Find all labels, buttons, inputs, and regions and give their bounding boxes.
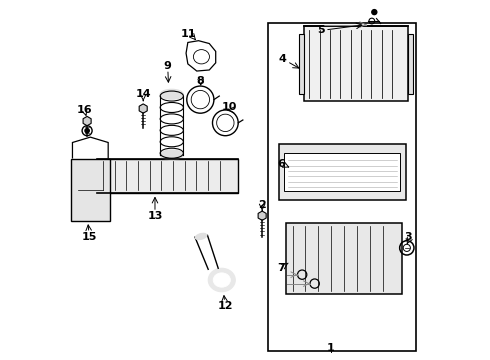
Polygon shape xyxy=(258,211,266,220)
Bar xyxy=(97,158,238,193)
Text: 2: 2 xyxy=(258,200,266,210)
Circle shape xyxy=(85,129,89,133)
Bar xyxy=(71,158,110,221)
Bar xyxy=(304,26,408,102)
Bar xyxy=(279,144,406,200)
Text: 5: 5 xyxy=(317,25,324,35)
Text: 7: 7 xyxy=(277,262,285,273)
Bar xyxy=(286,223,402,294)
Text: 13: 13 xyxy=(147,211,163,221)
Bar xyxy=(284,153,400,191)
Text: 6: 6 xyxy=(277,159,285,169)
Polygon shape xyxy=(139,104,147,113)
Circle shape xyxy=(372,10,377,15)
Text: 1: 1 xyxy=(327,343,335,353)
Ellipse shape xyxy=(213,273,230,287)
Text: 12: 12 xyxy=(218,301,233,311)
Text: 11: 11 xyxy=(181,29,196,39)
Text: 14: 14 xyxy=(135,89,151,99)
Text: 10: 10 xyxy=(221,102,237,112)
Text: 4: 4 xyxy=(279,54,287,64)
Bar xyxy=(408,33,413,94)
Ellipse shape xyxy=(160,150,183,160)
Ellipse shape xyxy=(208,269,235,292)
Text: 8: 8 xyxy=(197,76,205,86)
Bar xyxy=(298,33,304,94)
Text: 9: 9 xyxy=(163,61,171,71)
Text: 3: 3 xyxy=(405,232,413,242)
Text: 15: 15 xyxy=(81,232,97,242)
Polygon shape xyxy=(83,116,91,126)
Text: 16: 16 xyxy=(77,105,93,115)
Ellipse shape xyxy=(160,89,183,99)
Bar xyxy=(268,23,416,351)
Ellipse shape xyxy=(196,233,207,240)
